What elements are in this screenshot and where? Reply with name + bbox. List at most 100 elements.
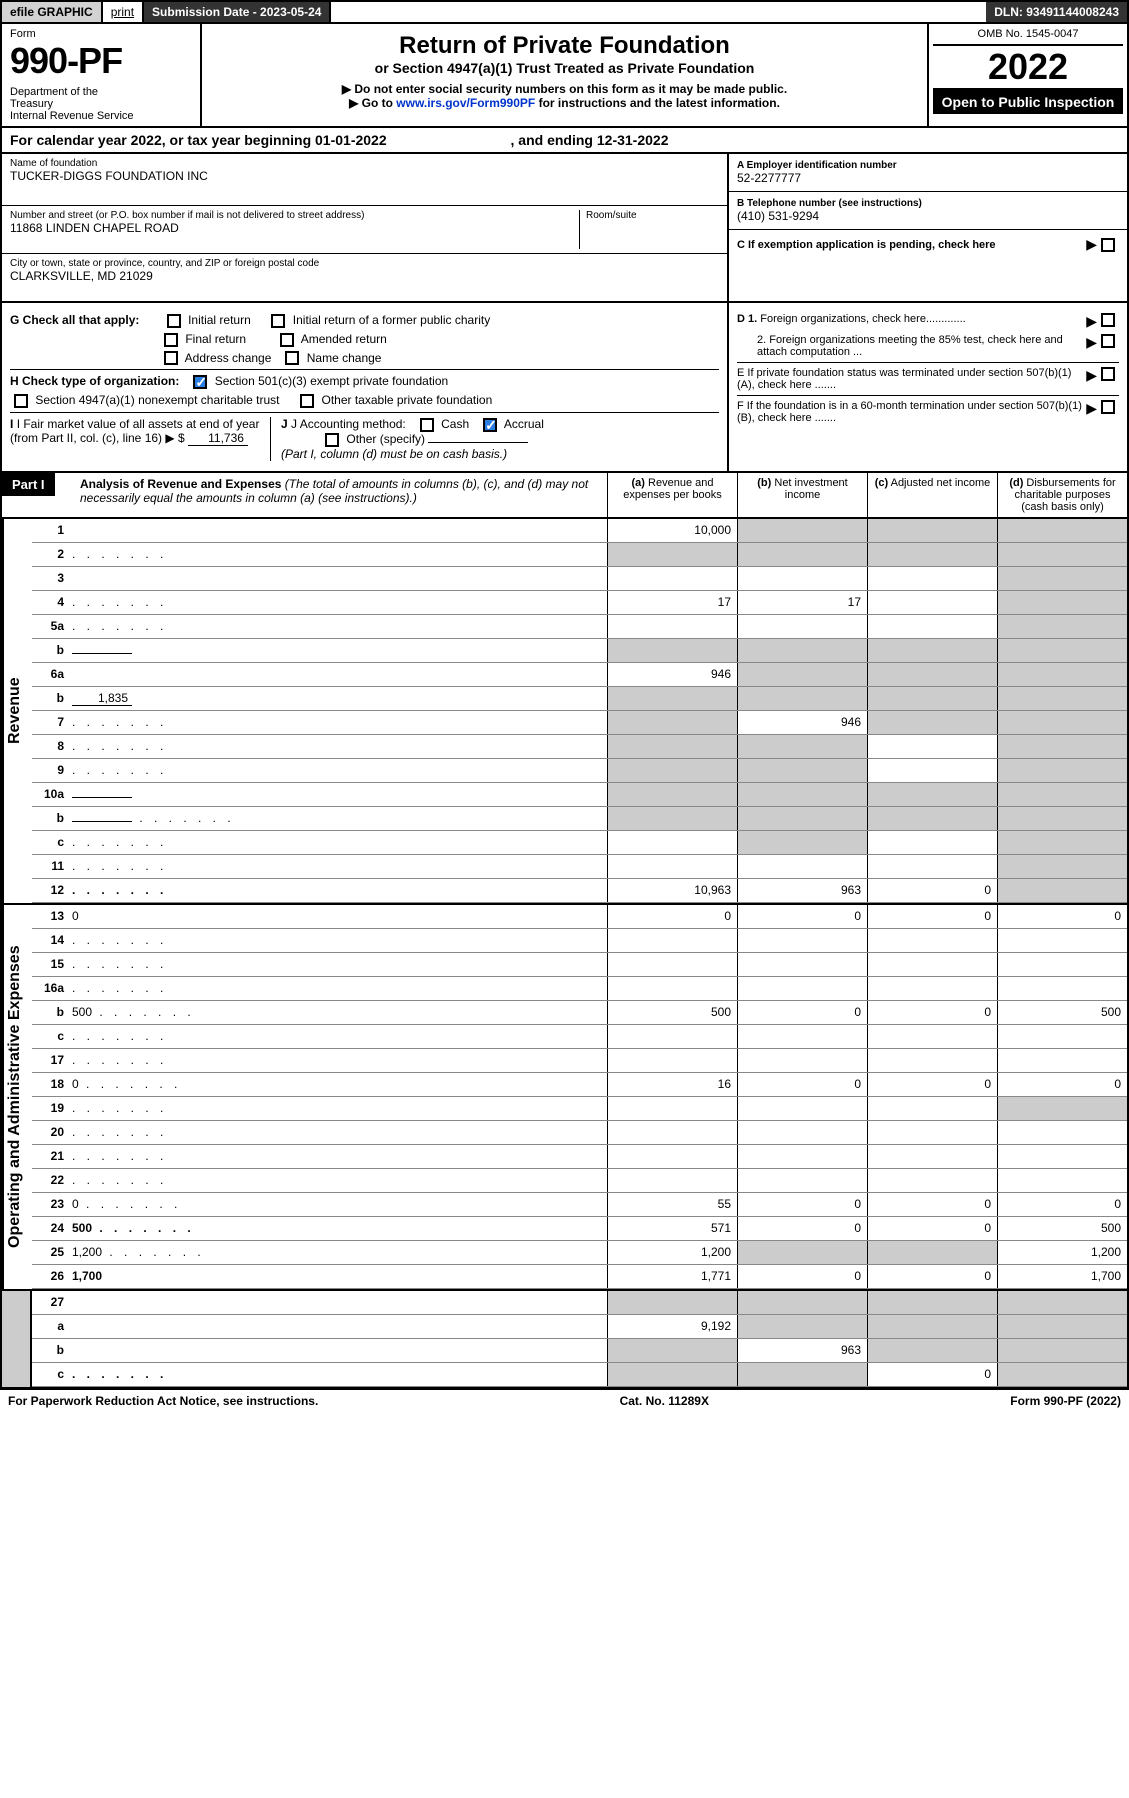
table-row: b . . . . . . . <box>32 807 1127 831</box>
d1-row: D 1. Foreign organizations, check here..… <box>737 313 1119 330</box>
f-checkbox[interactable] <box>1101 400 1115 414</box>
row-number: 14 <box>32 929 68 952</box>
row-number: 23 <box>32 1193 68 1216</box>
cell-d <box>997 735 1127 758</box>
cell-a <box>607 1145 737 1168</box>
h-label: H Check type of organization: <box>10 374 179 388</box>
cell-c <box>867 591 997 614</box>
cell-b <box>737 977 867 1000</box>
g-amended-checkbox[interactable] <box>280 333 294 347</box>
room-label: Room/suite <box>586 210 719 221</box>
g-initial-checkbox[interactable] <box>167 314 181 328</box>
row-number: 13 <box>32 905 68 928</box>
row-number: b <box>32 1001 68 1024</box>
h-other-checkbox[interactable] <box>300 394 314 408</box>
g-address-checkbox[interactable] <box>164 351 178 365</box>
g-initial-former-checkbox[interactable] <box>271 314 285 328</box>
h-501c3-checkbox[interactable] <box>193 375 207 389</box>
row-desc: . . . . . . . <box>68 711 607 734</box>
ein-cell: A Employer identification number 52-2277… <box>729 154 1127 192</box>
table-row: 3 <box>32 567 1127 591</box>
row-number: 16a <box>32 977 68 1000</box>
table-row: 18 0 . . . . . . . 16 0 0 0 <box>32 1073 1127 1097</box>
print-button[interactable]: print <box>103 2 144 22</box>
cell-d <box>997 953 1127 976</box>
table-row: b 963 <box>32 1339 1127 1363</box>
expenses-table: Operating and Administrative Expenses 13… <box>0 905 1129 1291</box>
part1-badge: Part I <box>2 473 55 496</box>
cell-b: 963 <box>737 1339 867 1362</box>
h-4947-checkbox[interactable] <box>14 394 28 408</box>
row-desc: . . . . . . . <box>68 977 607 1000</box>
footer-center: Cat. No. 11289X <box>620 1394 709 1408</box>
cell-a <box>607 831 737 854</box>
footer-right: Form 990-PF (2022) <box>1010 1394 1121 1408</box>
row-desc: . . . . . . . <box>68 807 607 830</box>
row-desc: . . . . . . . <box>68 1097 607 1120</box>
cell-d <box>997 1291 1127 1314</box>
cell-b <box>737 615 867 638</box>
cell-d: 1,700 <box>997 1265 1127 1288</box>
cell-d <box>997 1339 1127 1362</box>
final-table: 27 a 9,192 b 963 c . . . . . . . 0 <box>0 1291 1129 1389</box>
cell-a <box>607 953 737 976</box>
table-row: a 9,192 <box>32 1315 1127 1339</box>
check-right: D 1. Foreign organizations, check here..… <box>727 303 1127 471</box>
cell-c <box>867 711 997 734</box>
col-c-header: (c) Adjusted net income <box>867 473 997 517</box>
j-accrual-checkbox[interactable] <box>483 418 497 432</box>
d2-checkbox[interactable] <box>1101 334 1115 348</box>
table-row: 6a 946 <box>32 663 1127 687</box>
arrow-icon: ▶ <box>1086 313 1097 330</box>
info-right: A Employer identification number 52-2277… <box>727 154 1127 301</box>
cell-b <box>737 1121 867 1144</box>
g-final-checkbox[interactable] <box>164 333 178 347</box>
row-desc <box>68 519 607 542</box>
row-desc: . . . . . . . <box>68 1049 607 1072</box>
cell-b <box>737 567 867 590</box>
j-note: (Part I, column (d) must be on cash basi… <box>281 447 507 461</box>
row-number: 1 <box>32 519 68 542</box>
foundation-name: TUCKER-DIGGS FOUNDATION INC <box>10 169 719 183</box>
cell-c <box>867 953 997 976</box>
cell-c: 0 <box>867 1193 997 1216</box>
cell-d <box>997 977 1127 1000</box>
j-other-checkbox[interactable] <box>325 433 339 447</box>
c-checkbox[interactable] <box>1101 238 1115 252</box>
g-opt-name: Name change <box>307 351 382 365</box>
c-label: C If exemption application is pending, c… <box>737 239 1086 251</box>
cell-a: 500 <box>607 1001 737 1024</box>
j-other: Other (specify) <box>346 432 425 446</box>
cell-d <box>997 1049 1127 1072</box>
final-rows: 27 a 9,192 b 963 c . . . . . . . 0 <box>32 1291 1127 1387</box>
row-number: 9 <box>32 759 68 782</box>
g-opt-amended: Amended return <box>301 332 387 346</box>
i-value: 11,736 <box>188 431 248 446</box>
check-section: G Check all that apply: Initial return I… <box>0 303 1129 473</box>
j-cash-checkbox[interactable] <box>420 418 434 432</box>
e-label: E If private foundation status was termi… <box>737 367 1086 391</box>
e-checkbox[interactable] <box>1101 367 1115 381</box>
cell-a <box>607 615 737 638</box>
table-row: 14 . . . . . . . <box>32 929 1127 953</box>
ssn-warning: ▶ Do not enter social security numbers o… <box>342 82 787 96</box>
cell-a <box>607 855 737 878</box>
table-row: 13 0 0 0 0 0 <box>32 905 1127 929</box>
table-row: c . . . . . . . <box>32 831 1127 855</box>
row-desc: 0 <box>68 905 607 928</box>
table-row: 16a . . . . . . . <box>32 977 1127 1001</box>
row-number: 26 <box>32 1265 68 1288</box>
g-name-checkbox[interactable] <box>285 351 299 365</box>
row-desc: 1,200 . . . . . . . <box>68 1241 607 1264</box>
cell-d: 0 <box>997 1193 1127 1216</box>
g-opt-final: Final return <box>185 332 246 346</box>
cell-c <box>867 1241 997 1264</box>
irs-link[interactable]: www.irs.gov/Form990PF <box>396 96 535 110</box>
cell-a <box>607 1025 737 1048</box>
cell-b <box>737 1241 867 1264</box>
row-number: 20 <box>32 1121 68 1144</box>
row-desc <box>68 1291 607 1314</box>
d1-checkbox[interactable] <box>1101 313 1115 327</box>
g-label: G Check all that apply: <box>10 313 139 327</box>
omb-number: OMB No. 1545-0047 <box>933 28 1123 46</box>
